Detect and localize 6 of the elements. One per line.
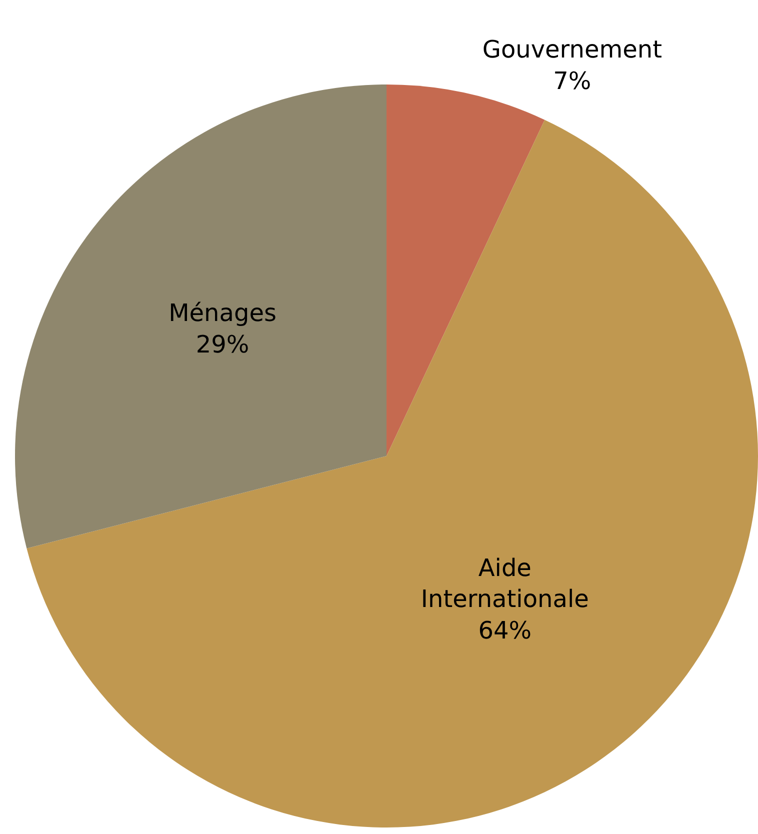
- slice-label: Gouvernement: [482, 36, 662, 64]
- slice-label: Aide Internationale: [420, 554, 589, 614]
- slice-label: Ménages: [168, 299, 276, 328]
- data-label: 7%: [553, 66, 592, 95]
- data-label: 29%: [196, 330, 250, 358]
- data-label: 64%: [478, 616, 532, 644]
